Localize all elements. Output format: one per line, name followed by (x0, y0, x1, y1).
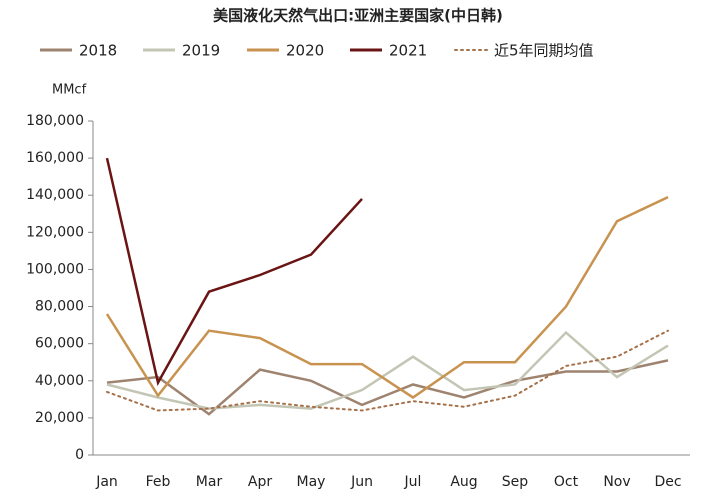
x-tick-label: Jan (95, 474, 118, 490)
series-line (105, 157, 363, 387)
legend-label: 2018 (79, 42, 117, 60)
y-tick-label: 60,000 (35, 336, 84, 352)
x-tick-label: Dec (654, 474, 681, 490)
y-tick-label: 100,000 (26, 261, 84, 277)
x-tick-label: Aug (450, 474, 477, 490)
x-tick-label: May (297, 474, 326, 490)
series-line (106, 329, 669, 412)
y-tick-label: 120,000 (26, 224, 84, 240)
series-line (105, 195, 669, 399)
y-tick-label: 160,000 (26, 150, 84, 166)
x-tick-label: Sep (502, 474, 529, 490)
x-tick-label: Mar (196, 474, 223, 490)
x-tick-label: Nov (603, 474, 630, 490)
x-tick-label: Apr (248, 474, 272, 490)
y-tick-label: 140,000 (26, 187, 84, 203)
x-tick-label: Feb (146, 474, 171, 490)
series-line (106, 330, 669, 410)
legend-label: 2019 (182, 42, 220, 60)
y-tick-label: 80,000 (35, 299, 84, 315)
y-tick-label: 180,000 (26, 113, 84, 129)
legend-label: 近5年同期均值 (494, 42, 594, 60)
y-tick-label: 0 (75, 447, 84, 463)
y-axis-label: MMcf (52, 83, 87, 98)
y-tick-label: 20,000 (35, 410, 84, 426)
legend-label: 2021 (389, 42, 427, 60)
x-tick-label: Jul (404, 474, 422, 490)
legend-label: 2020 (286, 42, 324, 60)
x-tick-label: Oct (554, 474, 579, 490)
chart-title: 美国液化天然气出口:亚洲主要国家(中日韩) (213, 7, 503, 25)
x-tick-label: Jun (350, 474, 373, 490)
series-line (106, 359, 669, 416)
y-tick-label: 40,000 (35, 373, 84, 389)
